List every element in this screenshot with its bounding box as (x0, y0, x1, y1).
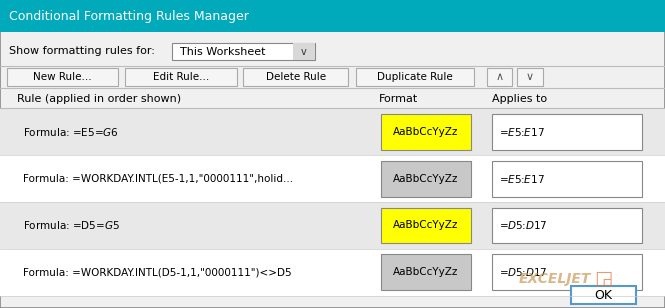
FancyBboxPatch shape (487, 68, 512, 86)
FancyBboxPatch shape (125, 68, 237, 86)
Text: EXCELJET: EXCELJET (519, 272, 591, 286)
Text: AaBbCcYyZz: AaBbCcYyZz (393, 174, 459, 184)
FancyBboxPatch shape (7, 68, 118, 86)
Text: OK: OK (594, 289, 612, 302)
Text: v: v (301, 47, 307, 57)
Text: Applies to: Applies to (492, 94, 547, 104)
Text: Formula: =WORKDAY.INTL(E5-1,1,"0000111",holid...: Formula: =WORKDAY.INTL(E5-1,1,"0000111",… (23, 174, 293, 184)
Text: AaBbCcYyZz: AaBbCcYyZz (393, 127, 459, 137)
Text: ◲: ◲ (595, 269, 613, 288)
Text: Delete Rule: Delete Rule (266, 72, 326, 82)
FancyBboxPatch shape (381, 254, 471, 290)
FancyBboxPatch shape (381, 161, 471, 197)
Text: =$D$5:$D$17: =$D$5:$D$17 (499, 220, 547, 231)
FancyBboxPatch shape (0, 0, 665, 32)
FancyBboxPatch shape (492, 208, 642, 243)
FancyBboxPatch shape (293, 43, 315, 60)
FancyBboxPatch shape (0, 155, 665, 202)
FancyBboxPatch shape (0, 108, 665, 155)
Text: ∨: ∨ (526, 72, 534, 82)
FancyBboxPatch shape (172, 43, 315, 60)
FancyBboxPatch shape (381, 208, 471, 243)
Text: New Rule...: New Rule... (33, 72, 92, 82)
Text: Format: Format (379, 94, 418, 104)
Text: =$D$5:$D$17: =$D$5:$D$17 (499, 266, 547, 278)
FancyBboxPatch shape (492, 161, 642, 197)
FancyBboxPatch shape (356, 68, 474, 86)
Text: =$E$5:$E$17: =$E$5:$E$17 (499, 126, 545, 138)
Text: Edit Rule...: Edit Rule... (153, 72, 209, 82)
Text: This Worksheet: This Worksheet (180, 47, 265, 57)
Text: =$E$5:$E$17: =$E$5:$E$17 (499, 173, 545, 184)
Text: Rule (applied in order shown): Rule (applied in order shown) (17, 94, 181, 104)
Text: AaBbCcYyZz: AaBbCcYyZz (393, 221, 459, 230)
FancyBboxPatch shape (0, 202, 665, 249)
Text: AaBbCcYyZz: AaBbCcYyZz (393, 267, 459, 277)
FancyBboxPatch shape (517, 68, 543, 86)
Text: ∧: ∧ (495, 72, 503, 82)
FancyBboxPatch shape (243, 68, 348, 86)
Text: Show formatting rules for:: Show formatting rules for: (9, 46, 154, 55)
FancyBboxPatch shape (492, 114, 642, 150)
Text: Duplicate Rule: Duplicate Rule (377, 72, 453, 82)
FancyBboxPatch shape (0, 249, 665, 296)
FancyBboxPatch shape (571, 286, 636, 304)
Text: Conditional Formatting Rules Manager: Conditional Formatting Rules Manager (9, 10, 249, 22)
FancyBboxPatch shape (492, 254, 642, 290)
Text: Formula: =E5=$G$6: Formula: =E5=$G$6 (23, 126, 119, 138)
Text: Formula: =WORKDAY.INTL(D5-1,1,"0000111")<>D5: Formula: =WORKDAY.INTL(D5-1,1,"0000111")… (23, 267, 292, 277)
Text: Formula: =D5=$G$5: Formula: =D5=$G$5 (23, 220, 120, 231)
FancyBboxPatch shape (381, 114, 471, 150)
